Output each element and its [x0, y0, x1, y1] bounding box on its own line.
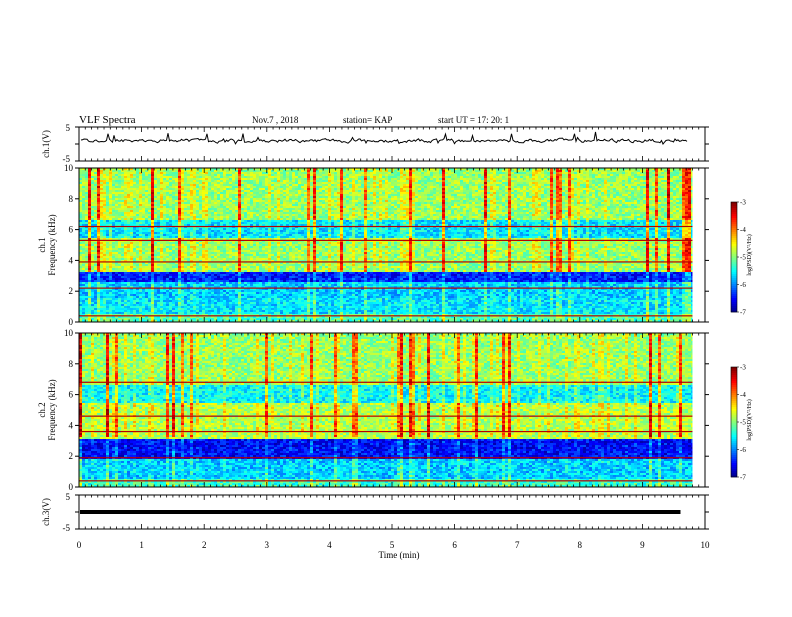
narrowband-line	[79, 480, 692, 481]
ch1-waveform-frame	[79, 127, 705, 161]
freq-tick-label: 10	[64, 163, 74, 173]
ch2-colorbar: log(PSD)(V²/Hz) -3 -4 -5 -6 -7	[731, 364, 753, 482]
time-tick-label: 2	[202, 540, 207, 550]
time-tick-label: 6	[452, 540, 457, 550]
ch3-ytick-top: 5	[66, 492, 71, 502]
ch1-ylabel: ch.1(V)	[41, 130, 51, 158]
ch1-ytick-top: 5	[66, 123, 71, 133]
freq-tick-label: 4	[69, 420, 74, 430]
colorbar-tick-label: -7	[740, 474, 746, 482]
colorbar-tick-label: -3	[740, 364, 746, 372]
ch3-ytick-bottom: -5	[63, 523, 71, 533]
ch2-spectrogram-panel: 0 2 4 6 8 10 ch.2 Frequency (kHz)	[37, 328, 709, 492]
ch1-spectrogram-panel: 0 2 4 6 8 10 ch.1 Frequency (kHz)	[37, 163, 709, 327]
ch2-ylabel-channel: ch.2	[37, 402, 47, 417]
time-tick-label: 4	[327, 540, 332, 550]
narrowband-line	[79, 261, 692, 262]
narrowband-line	[79, 240, 692, 241]
narrowband-line	[79, 431, 692, 432]
freq-tick-label: 6	[69, 390, 74, 400]
ch1-colorbar-label: log(PSD)(V²/Hz)	[746, 234, 753, 275]
date-label: Nov.7 , 2018	[252, 115, 299, 125]
freq-tick-label: 8	[69, 359, 74, 369]
colorbar-tick-label: -7	[740, 309, 746, 317]
colorbar-tick-label: -5	[740, 419, 746, 427]
chart-title: VLF Spectra	[79, 114, 136, 126]
freq-tick-label: 2	[69, 286, 74, 296]
time-tick-label: 10	[701, 540, 711, 550]
ch3-ylabel: ch.3(V)	[41, 498, 51, 526]
time-tick-label: 9	[640, 540, 645, 550]
narrowband-line	[79, 457, 692, 458]
colorbar-tick-label: -6	[740, 281, 746, 289]
time-tick-label: 8	[578, 540, 583, 550]
ch1-signal-trace	[81, 132, 687, 144]
ch1-ylabel-frequency: Frequency (kHz)	[47, 214, 57, 275]
x-axis-label: Time (min)	[379, 550, 420, 560]
time-tick-label: 1	[139, 540, 144, 550]
ch1-spectrogram-image	[79, 168, 705, 322]
time-tick-label: 5	[390, 540, 395, 550]
freq-tick-label: 10	[64, 328, 74, 338]
ch1-waveform-line	[81, 132, 687, 144]
ch1-ylabel-channel: ch.1	[37, 237, 47, 252]
ch1-colorbar: log(PSD)(V²/Hz) -3 -4 -5 -6 -7	[731, 199, 753, 317]
narrowband-line	[79, 416, 692, 417]
narrowband-line	[79, 288, 692, 289]
freq-tick-label: 6	[69, 225, 74, 235]
station-label: station= KAP	[343, 115, 392, 125]
freq-tick-label: 0	[69, 482, 74, 492]
ch2-ylabel-frequency: Frequency (kHz)	[47, 379, 57, 440]
narrowband-line	[79, 382, 692, 383]
time-tick-label: 3	[265, 540, 270, 550]
narrowband-line	[79, 315, 692, 316]
colorbar-tick-label: -6	[740, 446, 746, 454]
colorbar-tick-label: -3	[740, 199, 746, 207]
colorbar-tick-label: -4	[740, 226, 746, 234]
ch1-waveform-panel: 5 -5 ch.1(V)	[41, 123, 709, 164]
narrowband-line	[79, 226, 692, 227]
time-tick-label: 7	[515, 540, 520, 550]
vlf-spectra-figure: VLF Spectra Nov.7 , 2018 station= KAP st…	[0, 0, 792, 612]
ch3-waveform-panel: 5 -5 ch.3(V)	[41, 492, 709, 533]
freq-tick-label: 8	[69, 194, 74, 204]
freq-tick-label: 0	[69, 317, 74, 327]
ch2-spectrogram-image	[79, 333, 705, 487]
colorbar-tick-label: -5	[740, 254, 746, 262]
ch2-colorbar-label: log(PSD)(V²/Hz)	[746, 399, 753, 440]
freq-tick-label: 4	[69, 255, 74, 265]
time-tick-label: 0	[77, 540, 82, 550]
start-time-label: start UT = 17: 20: 1	[438, 115, 509, 125]
freq-tick-label: 2	[69, 451, 74, 461]
colorbar-tick-label: -4	[740, 391, 746, 399]
